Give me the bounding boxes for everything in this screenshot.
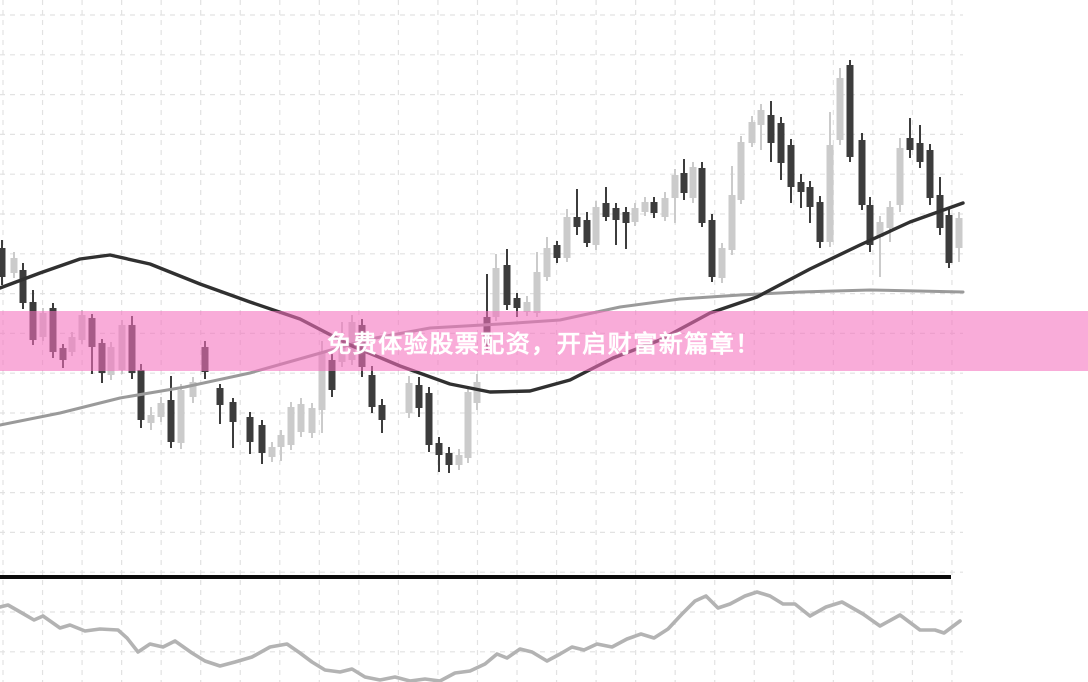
candle-body bbox=[926, 150, 934, 198]
candle-body bbox=[415, 385, 423, 408]
candle-body bbox=[671, 175, 679, 198]
candle-body bbox=[177, 390, 185, 443]
candle-body bbox=[297, 404, 305, 432]
candle-body bbox=[680, 173, 688, 193]
candle-body bbox=[167, 400, 175, 442]
candle-body bbox=[246, 417, 254, 442]
candle-body bbox=[455, 455, 463, 465]
candles bbox=[0, 60, 963, 473]
candle-body bbox=[435, 443, 443, 455]
promo-banner-text: 免费体验股票配资，开启财富新篇章！ bbox=[327, 330, 761, 358]
candle-body bbox=[563, 217, 571, 258]
candle-body bbox=[147, 415, 155, 423]
candle-body bbox=[728, 195, 736, 250]
candle-body bbox=[287, 407, 295, 445]
candle-body bbox=[622, 212, 630, 223]
candle-body bbox=[492, 268, 500, 317]
candle-body bbox=[258, 425, 266, 453]
candle-body bbox=[553, 245, 561, 258]
candle-body bbox=[157, 403, 165, 417]
candle-body bbox=[757, 110, 765, 125]
candle-body bbox=[503, 265, 511, 305]
candle-body bbox=[945, 215, 953, 263]
candle-body bbox=[543, 248, 551, 277]
candle-body bbox=[816, 202, 824, 242]
candle-body bbox=[661, 198, 669, 217]
candle-body bbox=[916, 143, 924, 162]
candle-body bbox=[328, 360, 336, 390]
candle-body bbox=[523, 302, 531, 312]
candle-body bbox=[268, 447, 276, 457]
candle-body bbox=[737, 142, 745, 200]
candle-body bbox=[425, 393, 433, 445]
candle-body bbox=[866, 205, 874, 245]
candle-body bbox=[368, 375, 376, 407]
candle-body bbox=[896, 148, 904, 205]
candle-body bbox=[797, 182, 805, 192]
candle-body bbox=[641, 202, 649, 212]
candle-body bbox=[767, 115, 775, 143]
candle-body bbox=[308, 408, 316, 433]
candle-body bbox=[906, 138, 914, 150]
candle-body bbox=[464, 392, 472, 458]
candle-body bbox=[836, 78, 844, 140]
candle-body bbox=[826, 145, 834, 242]
candle-body bbox=[787, 145, 795, 187]
lower-indicator-line bbox=[0, 590, 962, 682]
candle-body bbox=[533, 272, 541, 313]
candle-body bbox=[378, 405, 386, 420]
candle-body bbox=[10, 258, 18, 273]
candle-body bbox=[573, 217, 581, 227]
candle-body bbox=[602, 203, 610, 217]
candle-body bbox=[277, 435, 285, 447]
candle-body bbox=[650, 202, 658, 213]
promo-banner[interactable]: 免费体验股票配资，开启财富新篇章！ bbox=[0, 311, 1088, 371]
candle-body bbox=[513, 298, 521, 308]
candle-body bbox=[698, 168, 706, 223]
candle-body bbox=[631, 208, 639, 222]
candle-body bbox=[473, 382, 481, 403]
candle-body bbox=[229, 402, 237, 422]
candle-body bbox=[405, 383, 413, 413]
candle-body bbox=[445, 453, 453, 465]
candle-body bbox=[592, 207, 600, 245]
candle-body bbox=[189, 382, 197, 397]
ma-dark-line bbox=[0, 201, 965, 394]
candle-body bbox=[216, 388, 224, 405]
candle-body bbox=[748, 122, 756, 143]
candle-body bbox=[777, 123, 785, 163]
candle-body bbox=[19, 270, 27, 303]
candle-body bbox=[806, 187, 814, 207]
candle-body bbox=[846, 65, 854, 157]
candle-body bbox=[858, 140, 866, 205]
candle-body bbox=[955, 218, 963, 248]
candle-body bbox=[583, 220, 591, 243]
candle-body bbox=[689, 167, 697, 198]
candle-body bbox=[876, 222, 884, 237]
candle-body bbox=[612, 208, 620, 220]
candle-body bbox=[718, 248, 726, 278]
candle-body bbox=[886, 207, 894, 228]
candle-body bbox=[318, 352, 326, 410]
candle-body bbox=[708, 220, 716, 277]
candle-body bbox=[0, 248, 6, 277]
